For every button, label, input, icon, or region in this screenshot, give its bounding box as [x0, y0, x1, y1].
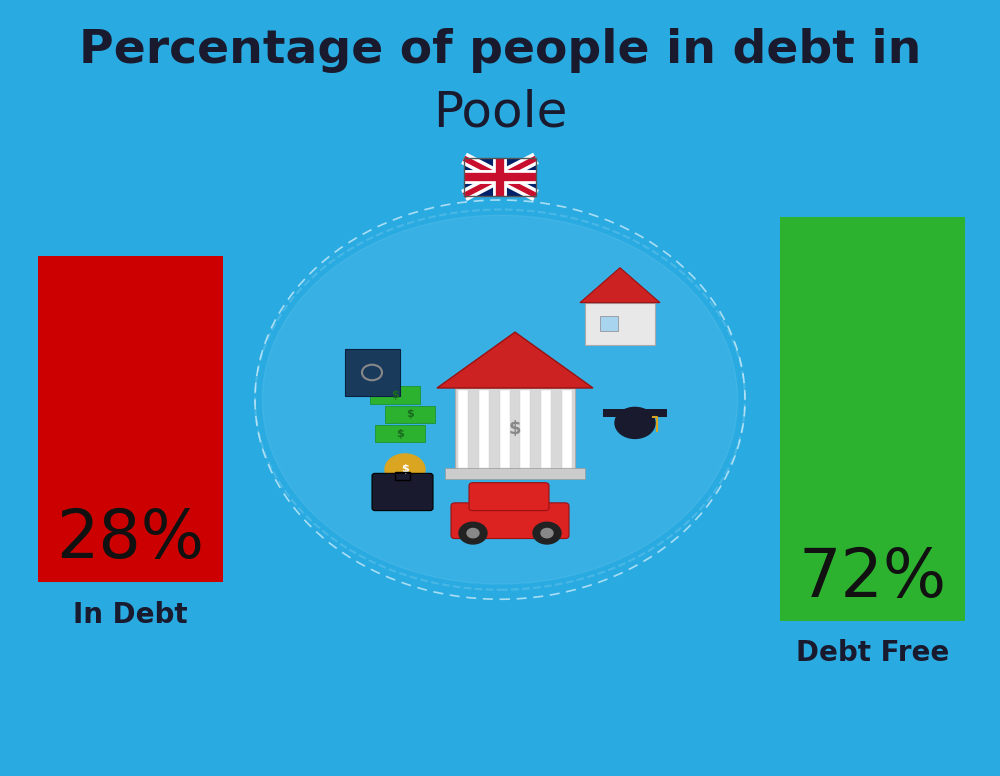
- Text: $: $: [401, 465, 409, 474]
- Polygon shape: [580, 268, 660, 303]
- FancyBboxPatch shape: [479, 390, 489, 468]
- FancyBboxPatch shape: [469, 483, 549, 511]
- Circle shape: [459, 522, 487, 544]
- Polygon shape: [437, 332, 593, 388]
- FancyBboxPatch shape: [455, 388, 575, 469]
- Polygon shape: [617, 409, 653, 424]
- Text: In Debt: In Debt: [73, 601, 188, 629]
- Circle shape: [615, 407, 655, 438]
- FancyBboxPatch shape: [541, 390, 551, 468]
- FancyBboxPatch shape: [464, 158, 536, 196]
- Circle shape: [467, 528, 479, 538]
- Text: Poole: Poole: [433, 88, 567, 137]
- FancyBboxPatch shape: [385, 406, 435, 423]
- FancyBboxPatch shape: [38, 256, 223, 582]
- Text: Percentage of people in debt in: Percentage of people in debt in: [79, 28, 921, 73]
- Text: 28%: 28%: [57, 506, 205, 573]
- FancyBboxPatch shape: [445, 468, 585, 479]
- FancyBboxPatch shape: [372, 473, 433, 511]
- Text: 72%: 72%: [798, 545, 947, 611]
- Text: $: $: [406, 410, 414, 419]
- FancyBboxPatch shape: [600, 316, 618, 331]
- Text: $: $: [396, 429, 404, 438]
- Text: $: $: [391, 390, 399, 400]
- FancyBboxPatch shape: [585, 303, 655, 345]
- Text: $: $: [509, 420, 521, 438]
- FancyBboxPatch shape: [451, 503, 569, 539]
- FancyBboxPatch shape: [500, 390, 510, 468]
- Circle shape: [533, 522, 561, 544]
- FancyBboxPatch shape: [562, 390, 572, 468]
- FancyBboxPatch shape: [345, 349, 400, 396]
- FancyBboxPatch shape: [375, 425, 425, 442]
- Text: Debt Free: Debt Free: [796, 639, 949, 667]
- Circle shape: [262, 215, 738, 584]
- FancyBboxPatch shape: [780, 217, 965, 621]
- FancyBboxPatch shape: [603, 409, 667, 417]
- FancyBboxPatch shape: [370, 386, 420, 404]
- FancyBboxPatch shape: [458, 390, 468, 468]
- FancyBboxPatch shape: [520, 390, 530, 468]
- Circle shape: [541, 528, 553, 538]
- Circle shape: [385, 454, 425, 485]
